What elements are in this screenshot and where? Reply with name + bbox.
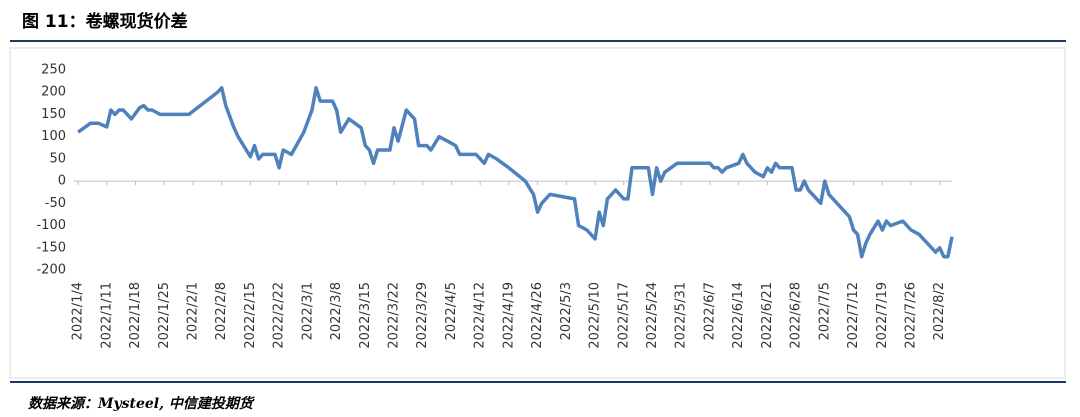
chart-frame	[9, 47, 1066, 379]
x-tick-label: 2022/4/12	[473, 282, 488, 349]
y-tick-label: 200	[41, 85, 66, 100]
x-tick-label: 2022/6/14	[731, 282, 746, 349]
x-tick-label: 2022/7/26	[903, 282, 918, 349]
x-tick-label: 2022/2/15	[243, 282, 258, 349]
x-tick-label: 2022/4/19	[501, 282, 516, 349]
x-tick-label: 2022/6/7	[702, 282, 717, 340]
x-tick-label: 2022/5/24	[645, 282, 660, 349]
x-tick-label: 2022/5/31	[674, 282, 689, 349]
x-tick-label: 2022/6/21	[760, 282, 775, 349]
x-tick-label: 2022/2/1	[185, 282, 200, 340]
x-tick-label: 2022/5/17	[616, 282, 631, 349]
x-tick-label: 2022/3/15	[358, 282, 373, 349]
y-tick-label: 250	[41, 63, 66, 78]
x-tick-label: 2022/4/5	[444, 282, 459, 340]
source-note: 数据来源：Mysteel, 中信建投期货	[28, 395, 255, 412]
x-tick-label: 2022/2/8	[214, 282, 229, 340]
y-tick-label: -50	[45, 196, 66, 211]
x-tick-label: 2022/3/29	[415, 282, 430, 349]
x-tick-label: 2022/1/25	[157, 282, 172, 349]
x-tick-label: 2022/4/26	[530, 282, 545, 349]
x-tick-label: 2022/5/10	[588, 282, 603, 349]
x-tick-label: 2022/5/3	[559, 282, 574, 340]
x-tick-label: 2022/7/19	[875, 282, 890, 349]
x-tick-label: 2022/7/12	[846, 282, 861, 349]
y-tick-label: -100	[36, 218, 66, 233]
data-line	[77, 86, 954, 259]
y-tick-label: 0	[58, 174, 66, 189]
x-tick-label: 2022/3/22	[387, 282, 402, 349]
x-tick-label: 2022/2/22	[272, 282, 287, 349]
y-tick-label: -200	[36, 263, 66, 278]
y-tick-label: -150	[36, 240, 66, 255]
y-tick-label: 150	[41, 107, 66, 122]
x-tick-label: 2022/1/18	[128, 282, 143, 349]
chart-title: 图 11：卷螺现货价差	[22, 11, 188, 32]
x-tick-label: 2022/1/11	[99, 282, 114, 349]
x-tick-label: 2022/3/8	[329, 282, 344, 340]
y-tick-label: 100	[41, 129, 66, 144]
y-tick-label: 50	[49, 151, 66, 166]
x-tick-label: 2022/1/4	[71, 282, 86, 340]
x-tick-label: 2022/8/2	[932, 282, 947, 340]
x-tick-label: 2022/6/28	[789, 282, 804, 349]
x-tick-label: 2022/7/5	[817, 282, 832, 340]
x-tick-label: 2022/3/1	[300, 282, 315, 340]
